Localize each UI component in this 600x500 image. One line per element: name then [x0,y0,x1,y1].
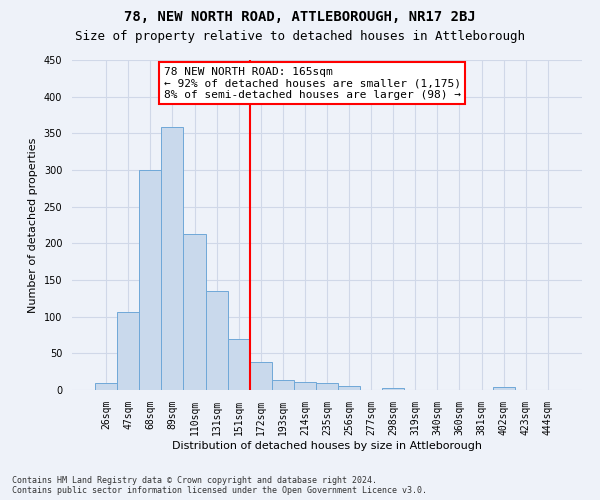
Bar [493,387,515,390]
Bar [294,382,316,390]
Y-axis label: Number of detached properties: Number of detached properties [28,138,38,312]
Bar [184,234,206,390]
Bar [206,291,227,390]
Text: 78 NEW NORTH ROAD: 165sqm
← 92% of detached houses are smaller (1,175)
8% of sem: 78 NEW NORTH ROAD: 165sqm ← 92% of detac… [164,66,461,100]
Bar [316,382,338,390]
Bar [227,338,250,390]
Bar [95,384,117,390]
Bar [139,170,161,390]
Bar [382,388,404,390]
Text: Size of property relative to detached houses in Attleborough: Size of property relative to detached ho… [75,30,525,43]
Bar [161,128,184,390]
Bar [117,312,139,390]
Text: 78, NEW NORTH ROAD, ATTLEBOROUGH, NR17 2BJ: 78, NEW NORTH ROAD, ATTLEBOROUGH, NR17 2… [124,10,476,24]
Text: Contains HM Land Registry data © Crown copyright and database right 2024.
Contai: Contains HM Land Registry data © Crown c… [12,476,427,495]
Bar [338,386,360,390]
X-axis label: Distribution of detached houses by size in Attleborough: Distribution of detached houses by size … [172,440,482,450]
Bar [272,380,294,390]
Bar [250,362,272,390]
